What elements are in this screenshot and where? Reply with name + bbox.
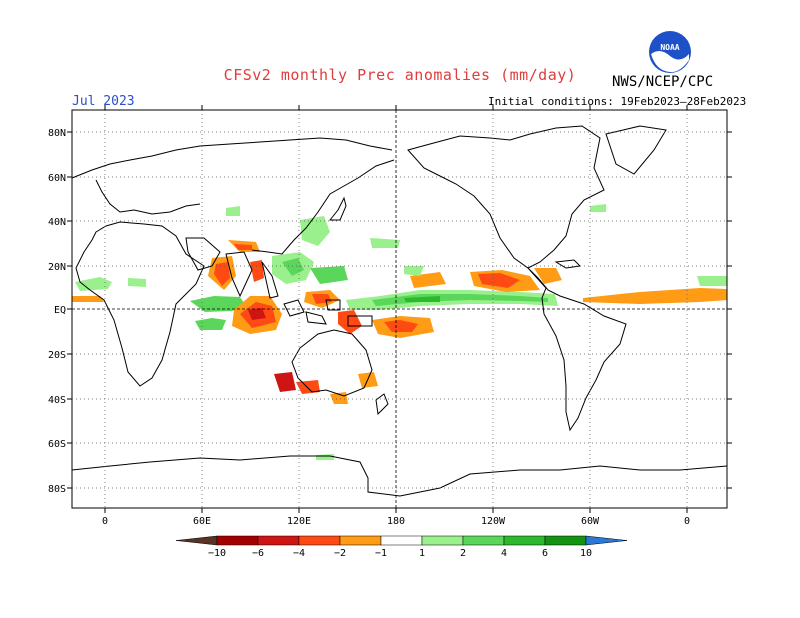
colorbar-arrow-low: [175, 535, 218, 546]
anomaly-region: [75, 277, 112, 291]
colorbar-label: 6: [542, 548, 548, 559]
colorbar-segment: [380, 535, 423, 546]
lat-label: 40S: [48, 395, 66, 406]
coastlines: [71, 125, 728, 497]
anomaly-region: [282, 258, 304, 276]
colorbar-segment: [462, 535, 505, 546]
anomaly-region: [128, 278, 146, 287]
anomaly-region: [214, 262, 230, 286]
anomaly-region: [250, 260, 264, 282]
anomaly-region: [404, 266, 424, 276]
valid-month: Jul 2023: [72, 94, 135, 109]
lon-label: 0: [102, 516, 108, 527]
anomaly-shading: [72, 204, 727, 460]
colorbar-segment: [544, 535, 587, 546]
colorbar-segment: [298, 535, 341, 546]
reference-lines: [72, 110, 727, 508]
colorbar-label: −6: [252, 548, 264, 559]
anomaly-region: [410, 272, 446, 288]
lon-label: 60W: [581, 516, 600, 527]
colorbar-label: 4: [501, 548, 507, 559]
lat-label: 20N: [48, 262, 66, 273]
lat-label: 60N: [48, 173, 66, 184]
lon-label: 120E: [287, 516, 311, 527]
colorbar-segment: [257, 535, 300, 546]
colorbar-label: 10: [580, 548, 592, 559]
anomaly-region: [72, 296, 104, 302]
lon-label: 60E: [193, 516, 211, 527]
colorbar: −10 −6 −4 −2 −1 1 2 4 6 10: [175, 535, 628, 559]
colorbar-label: 2: [460, 548, 466, 559]
anomaly-region: [372, 294, 548, 306]
tick-marks: [67, 105, 732, 513]
anomaly-region: [330, 392, 348, 404]
lon-label: 180: [387, 516, 405, 527]
anomaly-region: [316, 454, 334, 460]
colorbar-label: −2: [334, 548, 346, 559]
lat-label: 40N: [48, 217, 66, 228]
lat-labels: 80N 60N 40N 20N EQ 20S 40S 60S 80S: [48, 128, 66, 495]
anomaly-region: [338, 310, 362, 334]
anomaly-region: [310, 266, 348, 284]
anomaly-region: [478, 273, 520, 288]
svg-text:NOAA: NOAA: [660, 43, 679, 52]
anomaly-region: [384, 320, 418, 332]
anomaly-region: [226, 206, 240, 216]
initial-conditions: Initial conditions: 19Feb2023–28Feb2023: [488, 95, 747, 108]
colorbar-segment: [421, 535, 464, 546]
anomaly-region: [274, 372, 296, 392]
lon-label: 0: [684, 516, 690, 527]
agency-label: NWS/NCEP/CPC: [612, 74, 714, 90]
colorbar-label: −1: [375, 548, 387, 559]
anomaly-region: [370, 238, 400, 248]
chart-title: CFSv2 monthly Prec anomalies (mm/day): [223, 66, 577, 84]
colorbar-segment: [503, 535, 546, 546]
colorbar-label: −4: [293, 548, 305, 559]
lat-label: 60S: [48, 439, 66, 450]
anomaly-region: [404, 296, 440, 302]
anomaly-region: [248, 308, 266, 320]
colorbar-segment: [216, 535, 259, 546]
colorbar-label: −10: [208, 548, 226, 559]
lat-label: 20S: [48, 350, 66, 361]
anomaly-region: [234, 244, 252, 250]
anomaly-region: [300, 216, 330, 246]
colorbar-label: 1: [419, 548, 425, 559]
anomaly-region: [296, 380, 320, 394]
anomaly-region: [590, 204, 606, 212]
lat-label: 80S: [48, 484, 66, 495]
lat-label: EQ: [54, 305, 66, 316]
noaa-logo: NOAA: [649, 31, 691, 73]
lon-labels: 0 60E 120E 180 120W 60W 0: [102, 516, 690, 527]
anomaly-region: [583, 288, 727, 304]
lat-label: 80N: [48, 128, 66, 139]
colorbar-arrow-high: [585, 535, 628, 546]
anomaly-region: [195, 318, 226, 330]
anomaly-region: [697, 276, 727, 286]
colorbar-segment: [339, 535, 382, 546]
anomaly-region: [190, 296, 246, 312]
anomaly-region: [534, 268, 562, 284]
anomaly-region: [312, 294, 332, 304]
lon-label: 120W: [481, 516, 506, 527]
